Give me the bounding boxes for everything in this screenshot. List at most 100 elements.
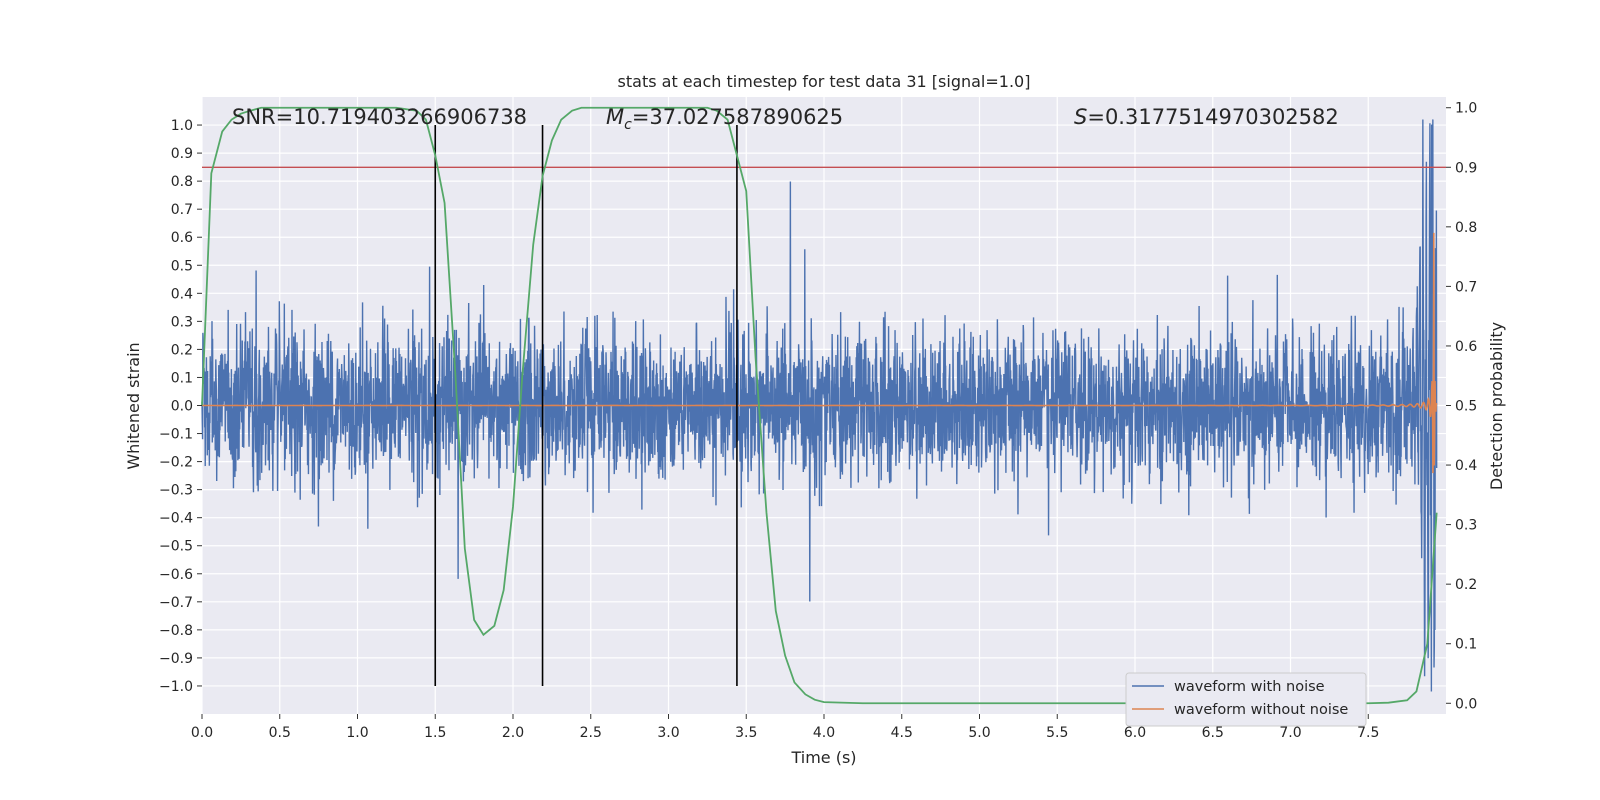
x-tick: 4.5 [891, 714, 913, 741]
legend-box [1125, 672, 1367, 727]
y2-tick-label: 1.0 [1455, 101, 1477, 117]
y2-tick-label: 0.9 [1455, 160, 1477, 176]
x-tick-label: 7.5 [1357, 725, 1379, 741]
x-tick: 4.0 [813, 714, 835, 741]
y2-tick: 0.4 [1446, 458, 1477, 474]
y-tick-label: −0.4 [159, 511, 193, 527]
y2-axis-label: Detection probability [1487, 322, 1506, 490]
y-tick-label: 0.4 [171, 286, 193, 302]
x-tick: 7.5 [1357, 714, 1379, 741]
y-tick: 0.4 [171, 286, 202, 302]
y-tick: 0.0 [171, 399, 202, 415]
y-tick: −0.7 [159, 595, 202, 611]
y-tick-label: 1.0 [171, 118, 193, 134]
x-axis-ticks: 0.0 0.5 1.0 1.5 2.0 2.5 3.0 3.5 4.0 4.5 5.0 5.5 6.0 6… [191, 714, 1379, 741]
y2-tick-label: 0.3 [1455, 518, 1477, 534]
y-tick: 0.9 [171, 146, 202, 162]
y2-tick: 0.0 [1446, 696, 1477, 712]
y-tick-label: 0.9 [171, 146, 193, 162]
x-tick-label: 3.5 [735, 725, 757, 741]
x-axis-label: Time (s) [790, 748, 856, 767]
chart-title: stats at each timestep for test data 31 … [618, 72, 1031, 91]
x-tick-label: 7.0 [1279, 725, 1301, 741]
y2-tick: 0.5 [1446, 399, 1477, 415]
y-axis-ticks: 1.0 0.9 0.8 0.7 0.6 0.5 0.4 0.3 0.2 0.1 0.0 −0.1 −0.… [159, 118, 202, 695]
y-tick-label: 0.2 [171, 342, 193, 358]
y2-tick: 0.8 [1446, 220, 1477, 236]
x-tick-label: 0.0 [191, 725, 213, 741]
y-tick: −1.0 [159, 679, 202, 695]
y-tick-label: 0.0 [171, 399, 193, 415]
y-tick-label: 0.7 [171, 202, 193, 218]
chirp-mass-symbol: M [606, 105, 624, 129]
y-tick-label: −0.6 [159, 567, 193, 583]
y2-tick: 0.1 [1446, 637, 1477, 653]
y-tick: 0.8 [171, 174, 202, 190]
x-tick-label: 6.0 [1124, 725, 1146, 741]
y-tick: 0.1 [171, 370, 202, 386]
series-waveform-with-noise [201, 119, 1438, 692]
s-value: =0.3177514970302582 [1087, 105, 1338, 129]
y-tick: 0.7 [171, 202, 202, 218]
y-tick-label: −0.3 [159, 483, 193, 499]
y-tick: −0.8 [159, 623, 202, 639]
y-tick-label: −0.1 [159, 427, 193, 443]
x-tick-label: 0.5 [269, 725, 291, 741]
x-tick: 0.5 [269, 714, 291, 741]
y-axis-label: Whitened strain [124, 342, 143, 469]
y2-tick-label: 0.7 [1455, 279, 1477, 295]
y-tick-label: −0.7 [159, 595, 193, 611]
y2-tick: 0.2 [1446, 577, 1477, 593]
x-tick-label: 4.5 [891, 725, 913, 741]
x-tick-label: 4.0 [813, 725, 835, 741]
y-tick: −0.1 [159, 427, 202, 443]
y2-tick-label: 0.0 [1455, 696, 1477, 712]
y-tick-label: −0.9 [159, 651, 193, 667]
y2-tick: 0.9 [1446, 160, 1477, 176]
s-symbol: S [1074, 105, 1087, 129]
series-waveform-without-noise [202, 232, 1438, 474]
x-tick: 2.5 [580, 714, 602, 741]
y-tick-label: 0.6 [171, 230, 193, 246]
y2-tick-label: 0.6 [1455, 339, 1477, 355]
y-tick: 0.2 [171, 342, 202, 358]
y2-tick: 0.3 [1446, 518, 1477, 534]
x-tick: 3.5 [735, 714, 757, 741]
y-tick: 1.0 [171, 118, 202, 134]
y2-tick: 0.7 [1446, 279, 1477, 295]
x-tick: 5.0 [968, 714, 991, 741]
legend-label-noise: waveform with noise [1174, 679, 1325, 695]
x-tick-label: 5.5 [1046, 725, 1068, 741]
x-tick: 2.0 [502, 714, 524, 741]
chirp-mass-annotation: Mc=37.027587890625 [606, 105, 843, 133]
x-tick: 1.0 [346, 714, 369, 741]
series-layer [201, 106, 1446, 705]
y-tick-label: 0.5 [171, 258, 193, 274]
x-tick-label: 1.5 [424, 725, 446, 741]
x-tick-label: 3.0 [657, 725, 679, 741]
y2-axis-ticks: 1.0 0.9 0.8 0.7 0.6 0.5 0.4 0.3 0.2 0.1 0.0 [1446, 101, 1477, 712]
x-tick-label: 2.5 [580, 725, 602, 741]
chirp-mass-subscript: c [624, 117, 632, 133]
y-tick: −0.4 [159, 511, 202, 527]
y-tick-label: −0.5 [159, 539, 193, 555]
snr-annotation: SNR=10.719403266906738 [232, 105, 527, 129]
y-tick: −0.2 [159, 455, 202, 471]
y2-tick-label: 0.4 [1455, 458, 1477, 474]
y2-tick: 1.0 [1446, 101, 1477, 117]
y2-tick-label: 0.5 [1455, 399, 1477, 415]
x-tick-label: 5.0 [968, 725, 990, 741]
y-tick-label: −1.0 [159, 679, 193, 695]
y-tick: 0.3 [171, 314, 202, 330]
x-tick: 0.0 [191, 714, 213, 741]
y-tick: −0.3 [159, 483, 202, 499]
legend-label-clean: waveform without noise [1174, 702, 1348, 718]
y2-tick-label: 0.1 [1455, 637, 1477, 653]
x-tick: 3.0 [657, 714, 680, 741]
series-detection-probability [201, 106, 1438, 705]
y-tick: 0.5 [171, 258, 202, 274]
x-tick-label: 6.5 [1202, 725, 1224, 741]
y-tick-label: 0.3 [171, 314, 193, 330]
y-tick: −0.6 [159, 567, 202, 583]
